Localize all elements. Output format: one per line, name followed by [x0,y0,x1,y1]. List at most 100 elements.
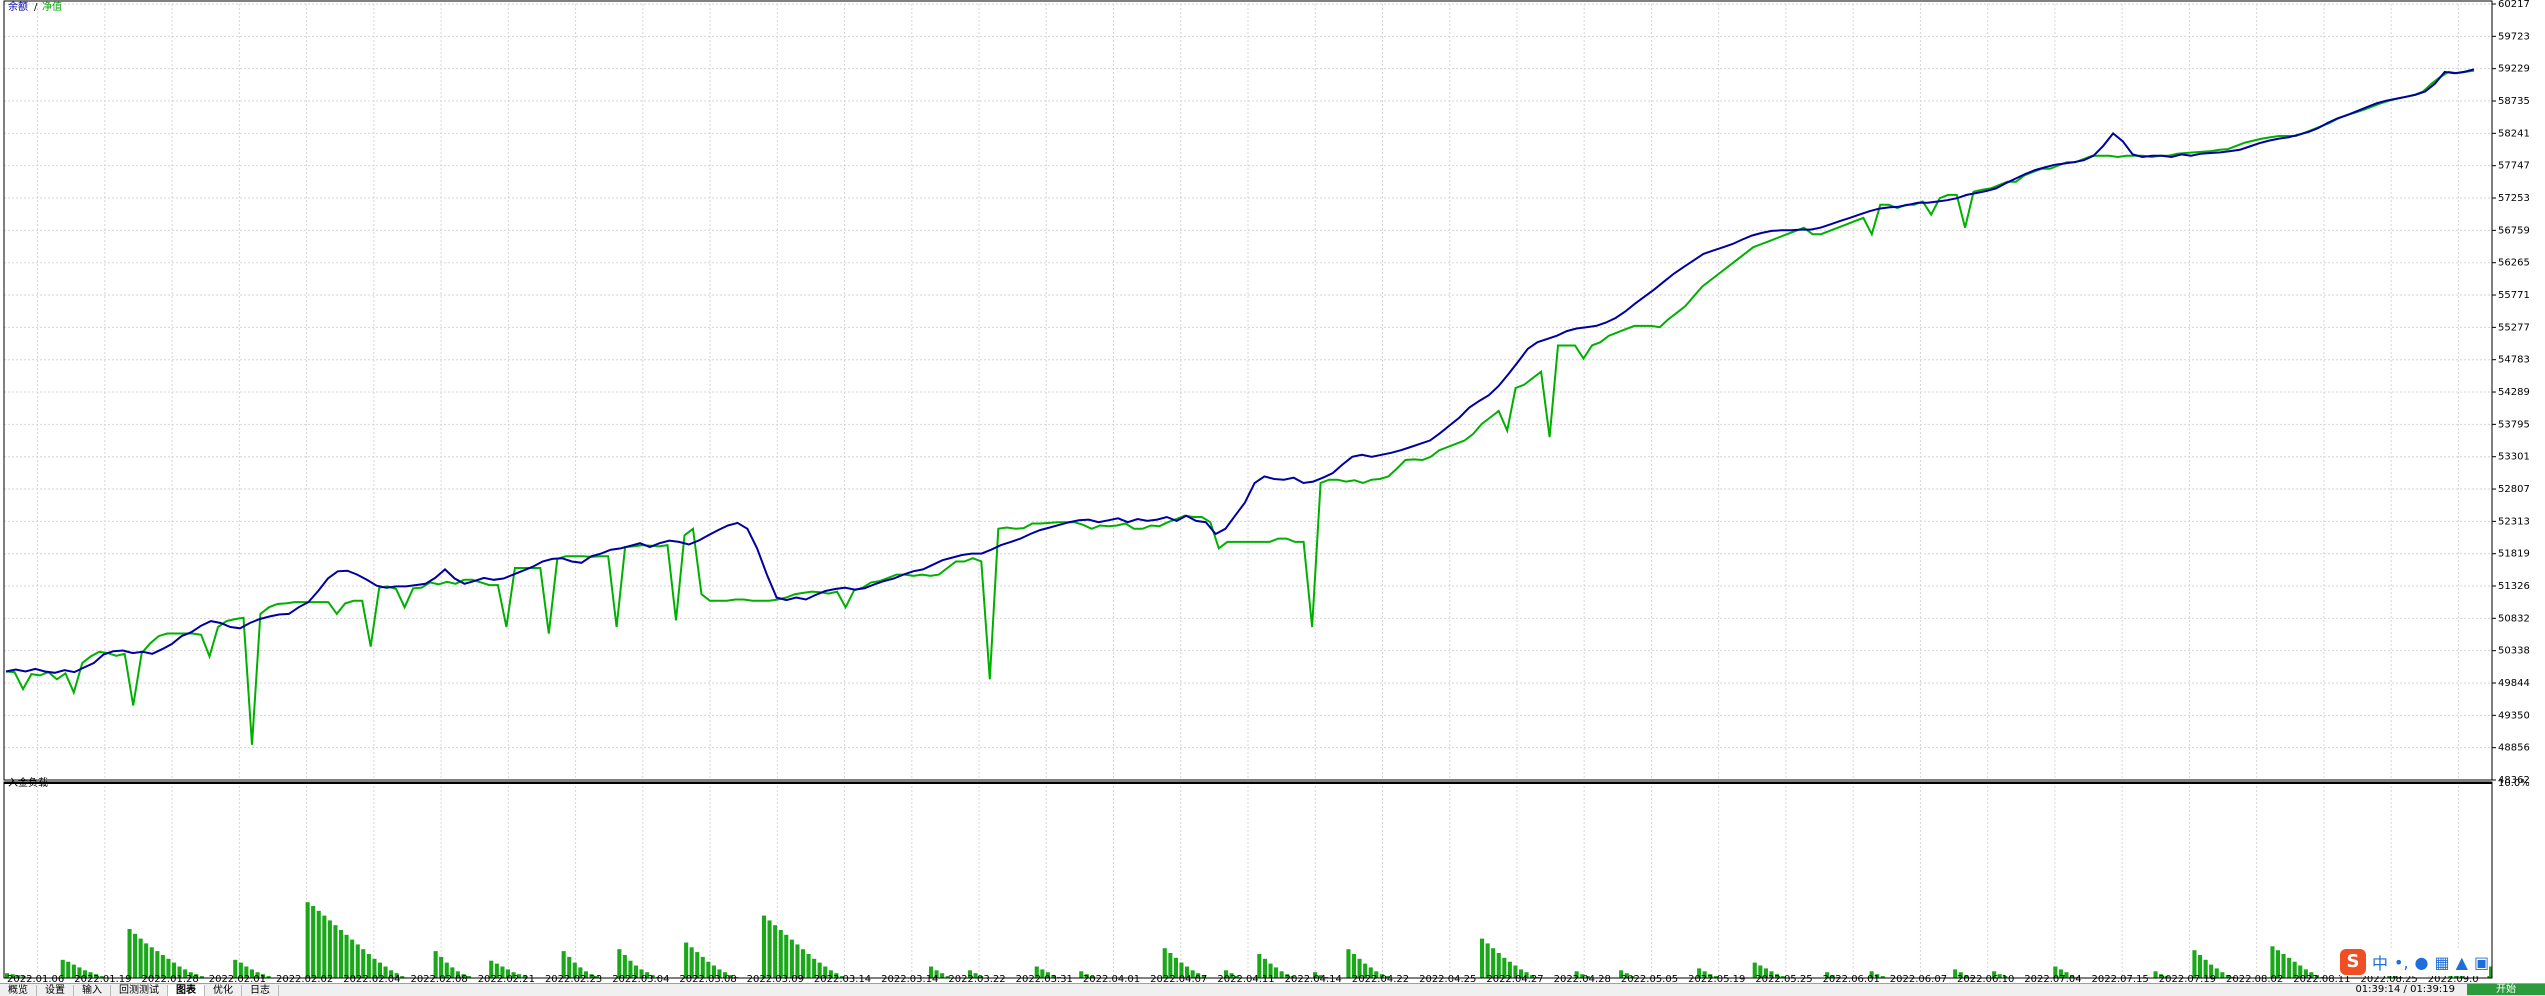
load-bar [795,944,800,978]
start-button[interactable]: 开始 [2467,984,2545,995]
load-bar [1363,963,1368,978]
y-tick-label: 60217 [2498,0,2530,10]
chart-grid [4,3,2492,978]
keyboard-icon[interactable]: ▦ [2434,952,2450,972]
skin-icon[interactable]: ▲ [2455,952,2468,972]
load-bar [155,951,160,978]
load-bar [979,976,984,978]
load-bar [806,954,811,978]
tab-journal[interactable]: 日志 [242,984,279,996]
ime-mode-indicator[interactable]: 中 [2372,954,2389,973]
load-bar [1875,974,1880,978]
y-tick-label: 52807 [2498,484,2530,495]
load-bar [1964,975,1969,978]
load-bar [1313,972,1318,978]
load-bar [344,934,349,978]
y-tick-label: 53795 [2498,419,2530,430]
load-bar [617,949,622,978]
load-bar [1262,958,1267,978]
load-bar [2309,972,2314,978]
elapsed-time: 01:39:14 / 01:39:19 [2355,984,2455,995]
load-bar [1992,971,1997,978]
deposit-load-plot [5,902,2492,978]
load-bar [316,910,321,978]
y-tick-label: 57747 [2498,161,2530,172]
microphone-icon[interactable]: ● [2414,952,2429,972]
load-bar [1624,973,1629,978]
load-bar [1507,961,1512,978]
punctuation-icon[interactable]: •, [2394,952,2409,972]
load-bar [261,974,266,978]
tester-tab-bar: 概览 设置 输入 回测测试 图表 优化 日志 01:39:14 / 01:39:… [0,983,2545,996]
load-bar [322,915,327,978]
tab-graph[interactable]: 图表 [168,984,205,996]
toolbox-icon[interactable]: ▣ [2473,952,2490,972]
load-bar [762,915,767,978]
load-bar [71,964,76,978]
load-bar [2153,971,2158,978]
load-bar [1201,976,1206,978]
tab-settings[interactable]: 设置 [37,984,74,996]
load-bar [695,952,700,978]
y-tick-label: 56759 [2498,225,2530,236]
load-bar [2487,966,2492,978]
load-bar [1290,976,1295,978]
load-bar [1958,972,1963,978]
load-bar [1775,974,1780,978]
y-tick-label: 50832 [2498,613,2530,624]
ime-toolbar[interactable]: S 中 •, ● ▦ ▲ ▣ [2340,948,2490,976]
load-bar [21,976,26,978]
y-tick-label: 51326 [2498,581,2530,592]
tab-overview[interactable]: 概览 [0,984,37,996]
load-bar [133,933,138,978]
load-bar [839,976,844,978]
load-bar [172,962,177,978]
load-bar [1752,962,1757,978]
load-bar [400,976,405,978]
load-bar [2281,954,2286,978]
load-bar [1702,971,1707,978]
load-bar [1318,975,1323,978]
load-bar [1040,969,1045,978]
load-bar [2275,950,2280,978]
load-bar [88,972,93,978]
load-bar [160,955,165,978]
load-bar [10,974,15,978]
load-bar [812,958,817,978]
load-bar [1496,953,1501,978]
tab-backtest[interactable]: 回测测试 [111,984,168,996]
load-bar [1268,963,1273,978]
load-bar [16,975,21,978]
load-bar [778,930,783,978]
load-bar [2314,975,2319,978]
load-bar [1997,974,2002,978]
load-bar [1274,967,1279,978]
tab-inputs[interactable]: 输入 [74,984,111,996]
load-bar [1769,971,1774,978]
load-bar [800,949,805,978]
load-bar [1185,966,1190,978]
load-bar [784,934,789,978]
load-bar [188,972,193,978]
load-bar [945,976,950,978]
load-bar [2164,976,2169,978]
load-bar [1524,972,1529,978]
load-bar [244,966,249,978]
load-bar [327,920,332,978]
load-bar [1480,938,1485,978]
load-bar [973,973,978,978]
load-bar [2287,957,2292,978]
load-bar [361,949,366,978]
load-bar [583,971,588,978]
load-bar [355,944,360,978]
tab-optimization[interactable]: 优化 [205,984,242,996]
load-bar [99,976,104,978]
load-bar [1196,973,1201,978]
load-bar [166,958,171,978]
sogou-logo-icon[interactable]: S [2340,949,2366,975]
y-tick-label: 56265 [2498,258,2530,269]
load-bar [2270,946,2275,978]
load-bar [1079,971,1084,978]
equity-plot [5,68,2475,745]
load-bar [789,939,794,978]
